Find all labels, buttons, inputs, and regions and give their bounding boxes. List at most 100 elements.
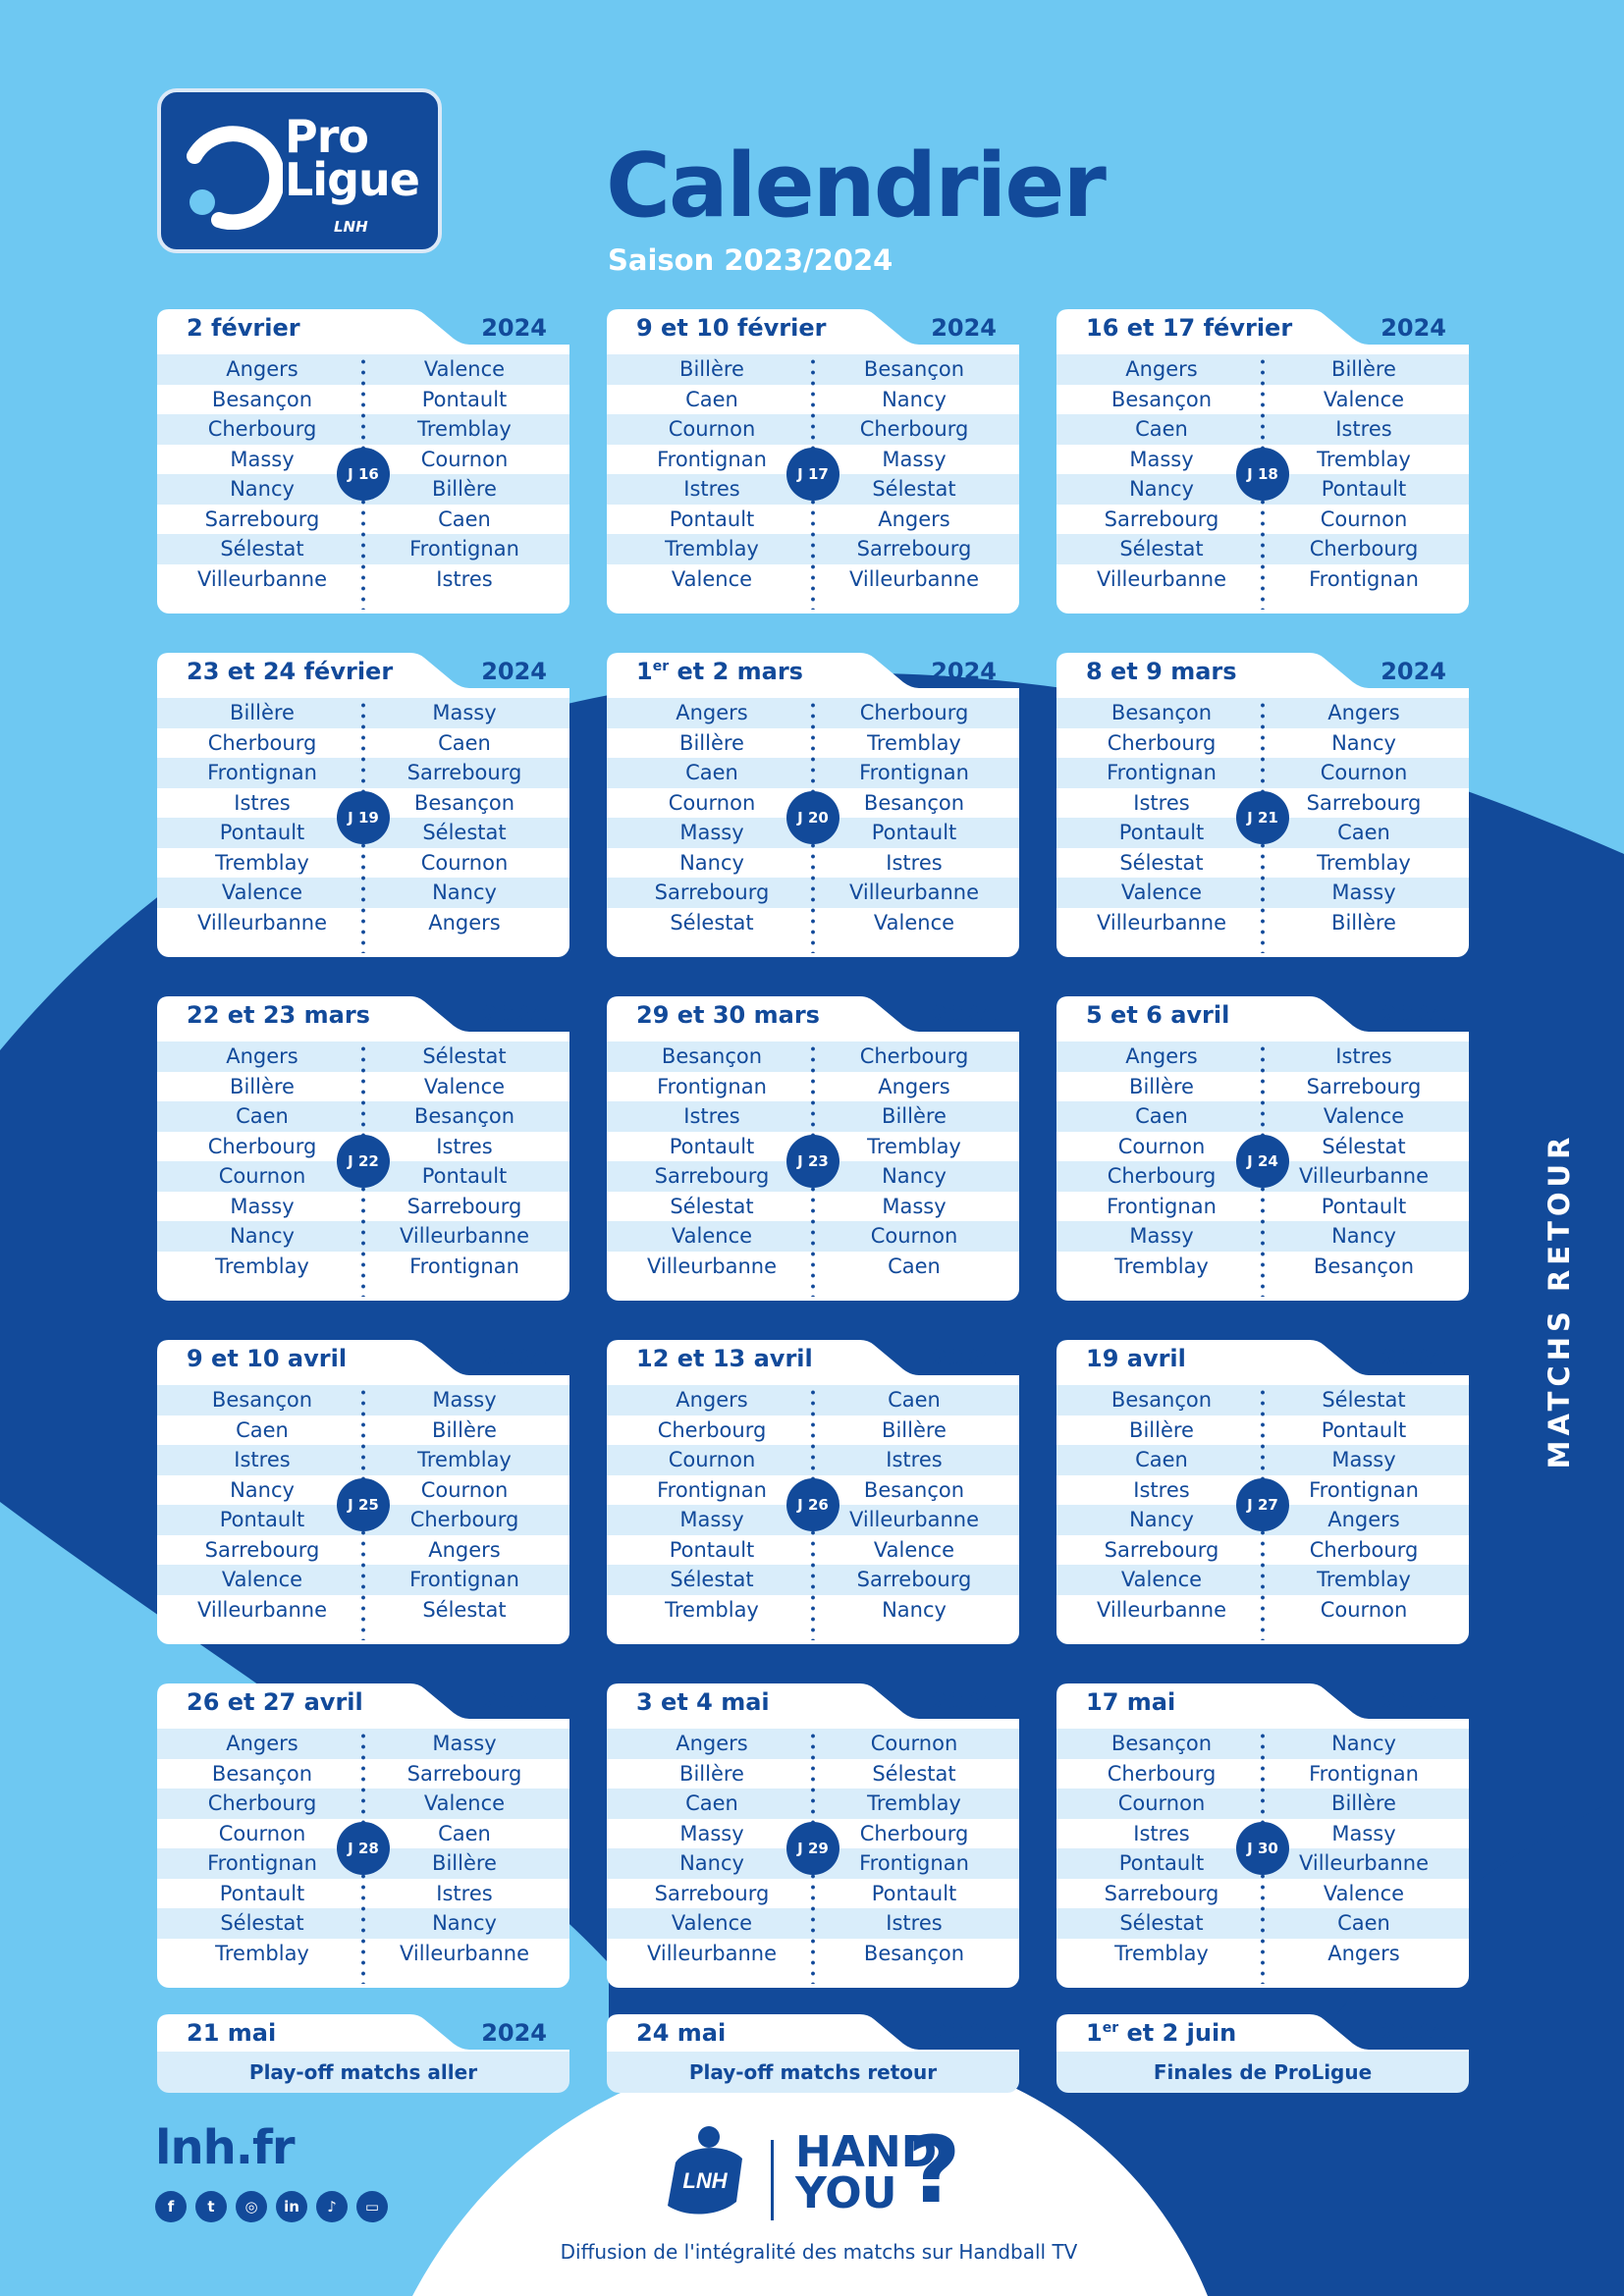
- matchday-badge: J 18: [1236, 448, 1289, 501]
- matchday-card: 9 et 10 avril 2024 Besançon Massy Caen Billèr…: [157, 1340, 569, 1644]
- matchday-card: 23 et 24 février 2024 Billère Massy Cherbour…: [157, 653, 569, 957]
- away-team: Cherbourg: [1309, 1537, 1419, 1562]
- away-team: Valence: [1323, 1104, 1405, 1128]
- matchday-year: 2024: [1380, 658, 1446, 685]
- away-team: Besançon: [413, 790, 515, 815]
- home-team: Cournon: [1117, 1134, 1206, 1158]
- away-team: Valence: [423, 1791, 506, 1815]
- playoff-card: 24 mai 2024 Play-off matchs retour: [607, 2014, 1019, 2093]
- away-team: Besançon: [863, 1477, 965, 1502]
- fixture-row: Pontault Valence: [607, 1535, 1019, 1566]
- fixture-row: Villeurbanne Cournon: [1056, 1595, 1469, 1626]
- away-team: Tremblay: [867, 1134, 961, 1158]
- fixture-row: Nancy Cournon: [157, 1475, 569, 1506]
- fixture-row: Sarrebourg Cherbourg: [1056, 1535, 1469, 1566]
- away-team: Valence: [1323, 387, 1405, 411]
- matchday-card: 5 et 6 avril 2024 Angers Istres Billère Sarre…: [1056, 996, 1469, 1301]
- home-team: Nancy: [1129, 1508, 1194, 1531]
- away-team: Massy: [432, 1732, 497, 1755]
- card-header: 12 et 13 avril 2024: [607, 1340, 1019, 1379]
- away-team: Besançon: [863, 1941, 965, 1965]
- away-team: Billère: [432, 1851, 497, 1875]
- home-team: Cournon: [218, 1164, 306, 1188]
- home-team: Frontignan: [1107, 1194, 1217, 1218]
- matchday-year: 2024: [481, 1345, 547, 1372]
- fixture-row: Villeurbanne Frontignan: [1056, 564, 1469, 595]
- away-team: Cournon: [420, 1477, 509, 1502]
- matchday-card: 22 et 23 mars 2024 Angers Sélestat Billère Va…: [157, 996, 569, 1301]
- away-team: Valence: [423, 1074, 506, 1098]
- matchday-badge: J 28: [337, 1822, 390, 1875]
- card-tab-shape: [607, 1340, 1019, 1379]
- home-team: Angers: [1125, 357, 1198, 381]
- home-team: Caen: [1135, 1104, 1188, 1128]
- fixture-row: Tremblay Frontignan: [157, 1252, 569, 1282]
- twitch-icon[interactable]: ▭: [356, 2191, 388, 2222]
- fixture-row: Cherbourg Istres: [157, 1132, 569, 1162]
- fixture-row: Tremblay Angers: [1056, 1939, 1469, 1969]
- tiktok-icon[interactable]: ♪: [316, 2191, 348, 2222]
- away-team: Tremblay: [1317, 447, 1411, 471]
- playoff-label: Play-off matchs aller: [157, 2052, 569, 2093]
- home-team: Tremblay: [215, 850, 309, 875]
- footer-divider: [771, 2140, 774, 2220]
- away-team: Cherbourg: [1309, 537, 1419, 561]
- matchday-badge: J 23: [786, 1135, 839, 1188]
- linkedin-icon[interactable]: in: [276, 2191, 307, 2222]
- away-team: Nancy: [432, 1911, 497, 1935]
- fixture-list: Billère Besançon Caen Nancy Cournon Cherbourg…: [607, 348, 1019, 614]
- home-team: Valence: [671, 1911, 753, 1935]
- twitter-icon[interactable]: t: [195, 2191, 227, 2222]
- card-header: 8 et 9 mars 2024: [1056, 653, 1469, 692]
- home-team: Besançon: [1110, 1388, 1213, 1412]
- home-team: Angers: [226, 1044, 298, 1068]
- matchday-year: 2024: [481, 1688, 547, 1716]
- white-arc: [412, 2046, 1208, 2296]
- away-team: Sarrebourg: [406, 1194, 522, 1218]
- facebook-icon[interactable]: f: [155, 2191, 187, 2222]
- matchday-year: 2024: [931, 658, 997, 685]
- home-team: Sarrebourg: [204, 507, 320, 531]
- away-team: Massy: [1331, 881, 1396, 904]
- away-team: Massy: [1331, 1448, 1396, 1471]
- card-tab-shape: [607, 653, 1019, 692]
- fixture-row: Frontignan Angers: [607, 1072, 1019, 1102]
- home-team: Cournon: [1117, 1791, 1206, 1815]
- away-team: Billère: [882, 1417, 947, 1442]
- home-team: Besançon: [211, 1388, 313, 1412]
- fixture-row: Pontault Angers: [607, 505, 1019, 535]
- home-team: Nancy: [1129, 477, 1194, 501]
- fixture-list: Angers Cournon Billère Sélestat Caen Tremblay…: [607, 1723, 1019, 1988]
- home-team: Angers: [676, 701, 748, 724]
- fixture-row: Valence Villeurbanne: [607, 564, 1019, 595]
- fixture-row: Cherbourg Nancy: [1056, 728, 1469, 759]
- playoff-date: 21 mai: [187, 2019, 277, 2047]
- website-link[interactable]: lnh.fr: [155, 2120, 296, 2175]
- fixture-row: Billère Sélestat: [607, 1759, 1019, 1789]
- matchday-badge: J 24: [1236, 1135, 1289, 1188]
- fixture-list: Angers Valence Besançon Pontault Cherbourg Tr…: [157, 348, 569, 614]
- card-header: 9 et 10 avril 2024: [157, 1340, 569, 1379]
- away-team: Nancy: [432, 881, 497, 904]
- home-team: Sélestat: [1119, 1911, 1204, 1935]
- away-team: Massy: [432, 701, 497, 724]
- home-team: Caen: [236, 1104, 289, 1128]
- away-team: Cournon: [420, 447, 509, 471]
- home-team: Nancy: [230, 477, 295, 501]
- fixture-list: Angers Sélestat Billère Valence Caen Besançon…: [157, 1036, 569, 1301]
- home-team: Angers: [226, 1732, 298, 1755]
- card-tab-shape: [1056, 996, 1469, 1036]
- away-team: Sarrebourg: [406, 761, 522, 784]
- card-header: 9 et 10 février 2024: [607, 309, 1019, 348]
- fixture-row: Frontignan Pontault: [1056, 1192, 1469, 1222]
- fixture-row: Tremblay Besançon: [1056, 1252, 1469, 1282]
- matchday-badge: J 21: [1236, 791, 1289, 844]
- instagram-icon[interactable]: ◎: [236, 2191, 267, 2222]
- matchday-card: 2 février 2024 Angers Valence Besançon Pontau…: [157, 309, 569, 614]
- matchday-card: 12 et 13 avril 2024 Angers Caen Cherbourg Bil…: [607, 1340, 1019, 1644]
- matchday-year: 2024: [481, 1001, 547, 1029]
- home-team: Pontault: [669, 1134, 755, 1158]
- away-team: Billère: [1331, 357, 1396, 381]
- home-team: Tremblay: [665, 537, 759, 561]
- card-header: 5 et 6 avril 2024: [1056, 996, 1469, 1036]
